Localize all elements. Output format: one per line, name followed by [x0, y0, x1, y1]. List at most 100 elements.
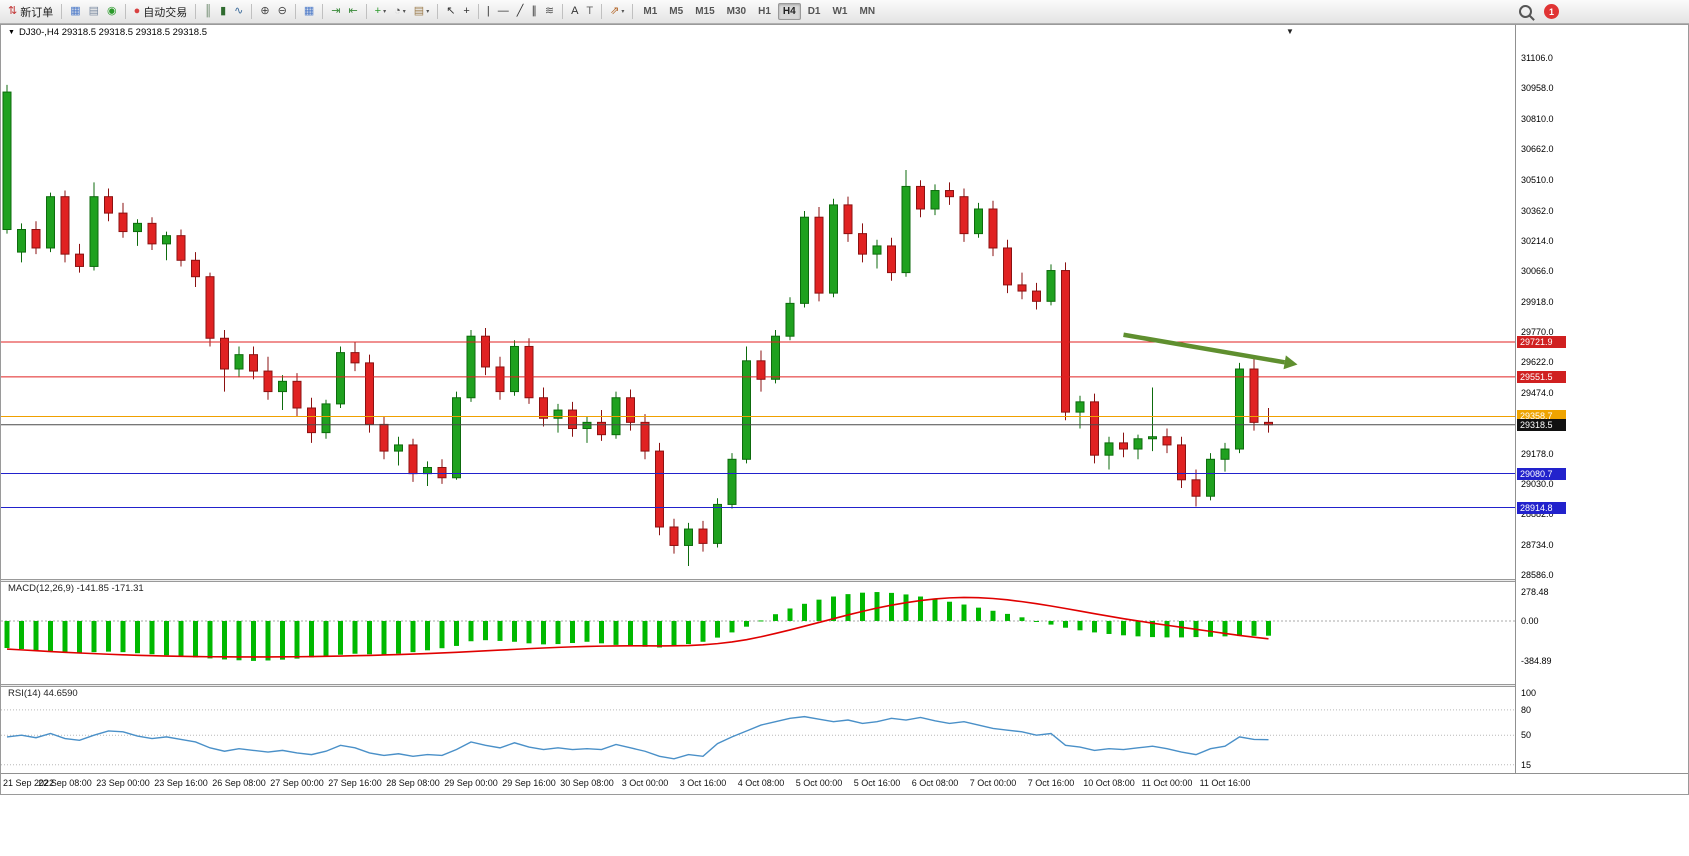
axis-tick-label: 30958.0	[1521, 83, 1554, 94]
zoom-out-icon: ⊖	[277, 5, 287, 17]
price-tag: 28914.8	[1517, 501, 1566, 514]
axis-tick-label: 29178.0	[1521, 448, 1554, 459]
time-axis-label: 3 Oct 16:00	[679, 778, 727, 788]
axis-tick-label: -384.89	[1521, 656, 1552, 666]
new-order-button[interactable]: ⇅ 新订单	[5, 2, 56, 22]
axis-tick-label: 30662.0	[1521, 144, 1554, 155]
price-tag: 29721.9	[1517, 335, 1566, 348]
tf-button-m5[interactable]: M5	[669, 6, 684, 17]
bar-chart-icon: ║	[204, 5, 213, 17]
new-chart-button[interactable]: ▦	[67, 2, 83, 22]
vertical-line-icon: |	[486, 5, 490, 17]
chart-shift-button[interactable]: ⇤	[345, 2, 360, 22]
toolbar-separator	[562, 4, 564, 19]
axis-tick-label: 28734.0	[1521, 539, 1554, 550]
crosshair-button[interactable]: +	[460, 2, 472, 22]
axis-tick-label: 28586.0	[1521, 570, 1554, 580]
time-axis-label: 29 Sep 00:00	[444, 778, 498, 788]
autotrading-icon: ●	[133, 5, 141, 17]
fibonacci-button[interactable]: ≋	[542, 2, 557, 22]
zoom-in-button[interactable]: ⊕	[257, 2, 272, 22]
refresh-button[interactable]: ◉	[104, 2, 120, 22]
line-chart-icon: ∿	[234, 5, 244, 17]
time-axis-label: 27 Sep 16:00	[328, 778, 382, 788]
tf-button-m15[interactable]: M15	[695, 6, 715, 17]
pane-divider-macd[interactable]	[1, 579, 1688, 582]
toolbar-right-group: 1	[1519, 4, 1559, 19]
tf-button-m30[interactable]: M30	[726, 6, 747, 17]
time-axis-label: 23 Sep 16:00	[154, 778, 208, 788]
toolbar-separator	[632, 4, 634, 19]
axis-tick-label: 30362.0	[1521, 205, 1554, 216]
dropdown-caret-icon: ▾	[383, 9, 387, 15]
horizontal-line-icon: —	[497, 5, 509, 17]
templates-button[interactable]: ▤ ▾	[411, 2, 432, 22]
profiles-button[interactable]: ▤	[86, 2, 102, 22]
trendline-button[interactable]: ╱	[514, 2, 527, 22]
chart-window: ▼ DJ30-,H4 29318.5 29318.5 29318.5 29318…	[0, 24, 1689, 795]
refresh-icon: ◉	[107, 5, 117, 17]
chart-menu-caret-icon[interactable]: ▼	[1286, 27, 1294, 36]
arrows-button[interactable]: ⇗ ▾	[607, 2, 627, 22]
tf-button-h4[interactable]: H4	[777, 3, 801, 20]
cursor-button[interactable]: ↖	[443, 2, 458, 22]
tile-windows-button[interactable]: ▦	[301, 2, 317, 22]
notification-badge[interactable]: 1	[1544, 4, 1559, 19]
search-icon[interactable]	[1519, 5, 1532, 18]
channel-button[interactable]: ∥	[528, 2, 540, 22]
tf-button-mn[interactable]: MN	[859, 6, 876, 17]
line-chart-button[interactable]: ∿	[231, 2, 246, 22]
profiles-icon: ▤	[88, 5, 100, 17]
autotrading-button[interactable]: ● 自动交易	[131, 2, 191, 22]
axis-tick-label: 29918.0	[1521, 296, 1554, 307]
time-axis-label: 27 Sep 00:00	[270, 778, 324, 788]
text-button[interactable]: A	[568, 2, 581, 22]
toolbar-separator	[437, 4, 439, 19]
symbol-readout[interactable]: ▼ DJ30-,H4 29318.5 29318.5 29318.5 29318…	[6, 27, 209, 38]
toolbar-separator	[365, 4, 367, 19]
time-axis[interactable]: 21 Sep 2022 22 Sep 08:00 23 Sep 00:00 23 Se…	[1, 773, 1688, 794]
tf-button-d1[interactable]: D1	[807, 6, 821, 17]
tf-button-h1[interactable]: H1	[758, 6, 771, 17]
dropdown-caret-icon: ▾	[621, 9, 625, 15]
dropdown-caret-icon: ▾	[426, 9, 430, 15]
chart-canvas[interactable]	[1, 25, 1515, 773]
tf-button-m1[interactable]: M1	[643, 6, 658, 17]
toolbar-separator	[251, 4, 253, 19]
axis-tick-label: 29770.0	[1521, 327, 1554, 338]
periods-button[interactable]: ◔ ▾	[391, 2, 409, 22]
candlestick-chart-button[interactable]: ▮	[217, 2, 229, 22]
fibonacci-icon: ≋	[544, 5, 555, 17]
axis-tick-label: 29030.0	[1521, 478, 1554, 489]
indicators-button[interactable]: + ▾	[372, 2, 389, 22]
time-axis-label: 5 Oct 16:00	[853, 778, 901, 788]
main-toolbar: ⇅ 新订单 ▦ ▤ ◉ ● 自动交易 ║ ▮ ∿ ⊕ ⊖ ▦ ⇥ ⇤ + ▾ ◔ ▾ ▤ ▾ ↖ + | — ╱ ∥ ≋ A T ⇗ ▾ M1 M…	[0, 0, 1689, 24]
pane-divider-rsi[interactable]	[1, 684, 1688, 687]
bar-chart-button[interactable]: ║	[201, 2, 215, 22]
indicators-icon: +	[374, 5, 382, 17]
time-axis-label: 10 Oct 08:00	[1083, 778, 1135, 788]
text-label-icon: T	[586, 5, 594, 17]
price-axis[interactable]: 31106.0 30958.0 30810.0 30662.0 30510.0 30362…	[1515, 25, 1688, 773]
auto-scroll-button[interactable]: ⇥	[328, 2, 343, 22]
axis-tick-label: 28882.0	[1521, 509, 1554, 520]
time-axis-label: 30 Sep 08:00	[560, 778, 614, 788]
time-axis-label: 23 Sep 00:00	[96, 778, 150, 788]
time-axis-label: 5 Oct 00:00	[795, 778, 843, 788]
axis-tick-label: 30214.0	[1521, 236, 1554, 246]
time-axis-label: 7 Oct 16:00	[1027, 778, 1075, 788]
horizontal-line-button[interactable]: —	[495, 2, 512, 22]
zoom-out-button[interactable]: ⊖	[275, 2, 290, 22]
vertical-line-button[interactable]: |	[484, 2, 493, 22]
text-icon: A	[571, 5, 579, 17]
autotrading-button-label: 自动交易	[143, 6, 188, 19]
new-order-icon: ⇅	[8, 5, 18, 17]
text-label-button[interactable]: T	[583, 2, 596, 22]
axis-tick-label: 278.48	[1521, 587, 1549, 597]
symbol-ohlc-text: DJ30-,H4 29318.5 29318.5 29318.5 29318.5	[18, 27, 207, 38]
tf-button-w1[interactable]: W1	[832, 6, 848, 17]
axis-tick-label: 30510.0	[1521, 175, 1554, 186]
time-axis-label: 4 Oct 08:00	[737, 778, 785, 788]
axis-tick-label: 100	[1521, 688, 1537, 698]
crosshair-icon: +	[463, 5, 470, 17]
